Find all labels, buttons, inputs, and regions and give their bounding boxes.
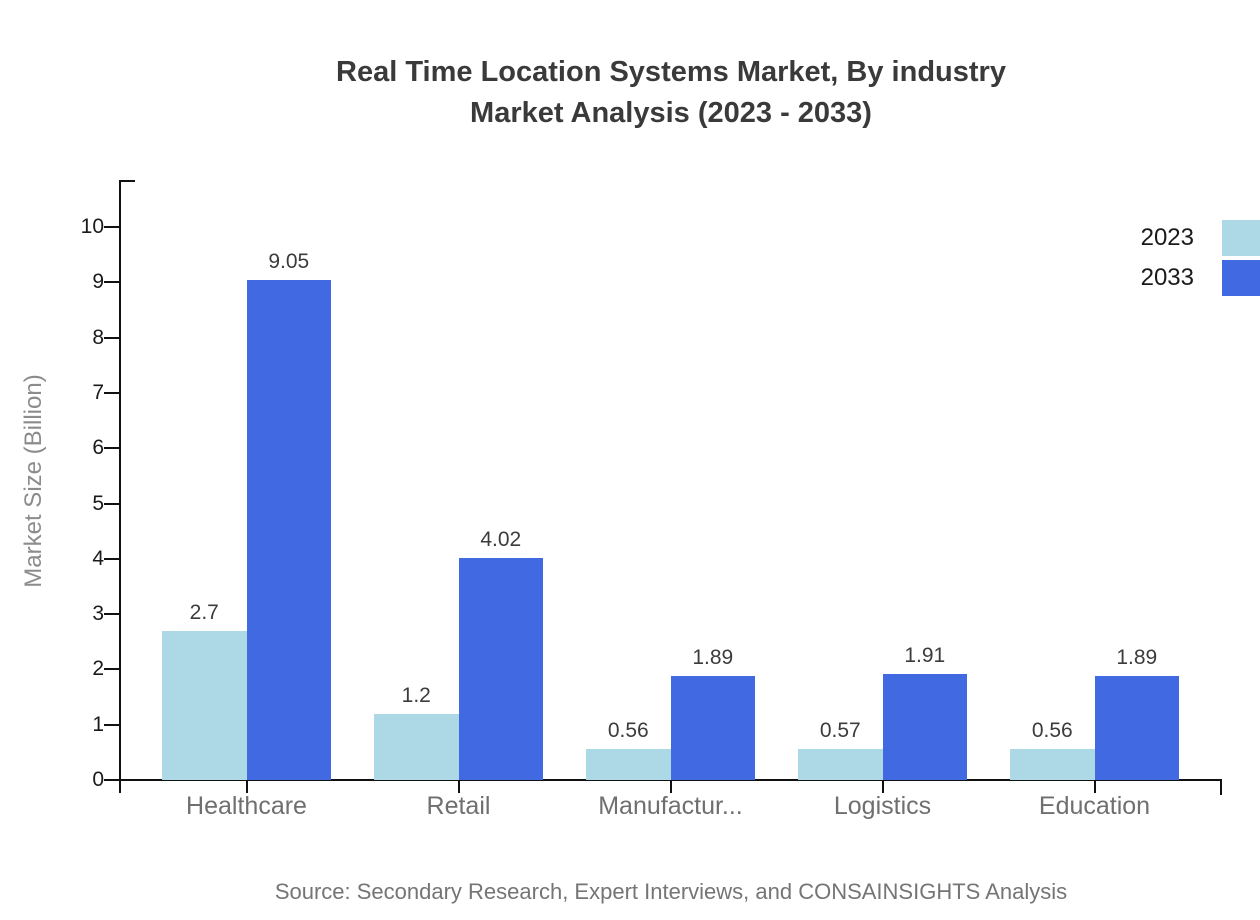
value-label-2023-healthcare: 2.7: [189, 600, 219, 624]
y-tick-label: 3: [92, 602, 104, 626]
chart-title-line-1: Real Time Location Systems Market, By in…: [336, 56, 1006, 88]
x-tick-mark: [1093, 780, 1096, 793]
y-tick-label: 7: [92, 380, 104, 404]
value-label-2033-retail: 4.02: [480, 527, 522, 551]
value-label-2033-healthcare: 9.05: [268, 249, 310, 273]
legend-item-2033: 2033: [1000, 260, 1260, 296]
legend-item-2023: 2023: [1000, 220, 1260, 256]
y-tick-label: 4: [92, 546, 104, 570]
y-axis-title: Market Size (Billion): [20, 374, 47, 588]
bar-2023-manufactur: [586, 749, 671, 780]
y-tick-label: 0: [92, 768, 104, 791]
y-axis-top-cap: [119, 180, 135, 182]
y-tick-label: 10: [80, 215, 104, 238]
y-tick-mark: [104, 613, 120, 616]
bar-2033-manufactur: [670, 675, 755, 780]
y-tick-label: 6: [92, 436, 104, 460]
value-label-2023-education: 0.56: [1031, 719, 1073, 742]
y-tick-mark: [104, 447, 120, 450]
value-label-2023-logistics: 0.57: [819, 718, 861, 742]
x-axis-right-cap: [1220, 779, 1222, 795]
bar-2033-retail: [458, 557, 543, 780]
x-category-label: Retail: [426, 792, 491, 820]
x-tick-mark: [245, 780, 248, 793]
y-tick-mark: [104, 557, 120, 560]
x-tick-mark: [457, 780, 460, 793]
chart-title-line-2: Market Analysis (2023 - 2033): [470, 97, 872, 129]
bar-2023-education: [1010, 749, 1095, 780]
value-label-2033-manufactur: 1.89: [692, 645, 734, 669]
bar-2023-retail: [374, 713, 459, 780]
source-text: Source: Secondary Research, Expert Inter…: [274, 879, 1068, 904]
value-label-2033-education: 1.89: [1116, 645, 1158, 669]
x-tick-mark: [881, 780, 884, 793]
x-tick-mark: [669, 780, 672, 793]
y-tick-mark: [104, 281, 120, 284]
bar-2033-healthcare: [246, 279, 331, 780]
y-tick-mark: [104, 668, 120, 671]
bar-2033-education: [1094, 675, 1179, 780]
y-tick-mark: [104, 502, 120, 505]
y-tick-mark: [104, 779, 120, 781]
y-tick-label: 2: [92, 657, 104, 681]
bar-2023-logistics: [798, 748, 883, 780]
value-label-2023-retail: 1.2: [401, 683, 431, 707]
value-label-2023-manufactur: 0.56: [607, 719, 649, 742]
y-tick-label: 1: [92, 712, 104, 736]
y-tick-label: 5: [92, 491, 104, 515]
bar-2033-logistics: [882, 674, 967, 780]
y-tick-mark: [104, 391, 120, 394]
legend-label-2033: 2033: [1140, 264, 1194, 291]
x-category-label: Education: [1038, 792, 1151, 820]
x-category-label: Logistics: [833, 792, 932, 820]
bar-2023-healthcare: [162, 630, 247, 780]
chart-title: Real Time Location Systems Market, By in…: [120, 52, 1222, 134]
y-tick-mark: [104, 226, 120, 228]
y-tick-mark: [104, 336, 120, 339]
x-category-label: Healthcare: [186, 792, 307, 820]
y-tick-mark: [104, 723, 120, 726]
legend: 2023 2033: [1000, 220, 1260, 300]
x-axis-line: [107, 779, 1222, 781]
legend-swatch-2023-icon: [1222, 220, 1260, 256]
value-label-2033-logistics: 1.91: [904, 644, 946, 668]
y-tick-label: 8: [92, 325, 104, 349]
y-tick-label: 9: [92, 270, 104, 294]
y-axis-line: [119, 180, 121, 793]
legend-swatch-2033-icon: [1222, 260, 1260, 296]
legend-label-2023: 2023: [1140, 224, 1194, 251]
x-category-label: Manufactur...: [598, 792, 743, 820]
